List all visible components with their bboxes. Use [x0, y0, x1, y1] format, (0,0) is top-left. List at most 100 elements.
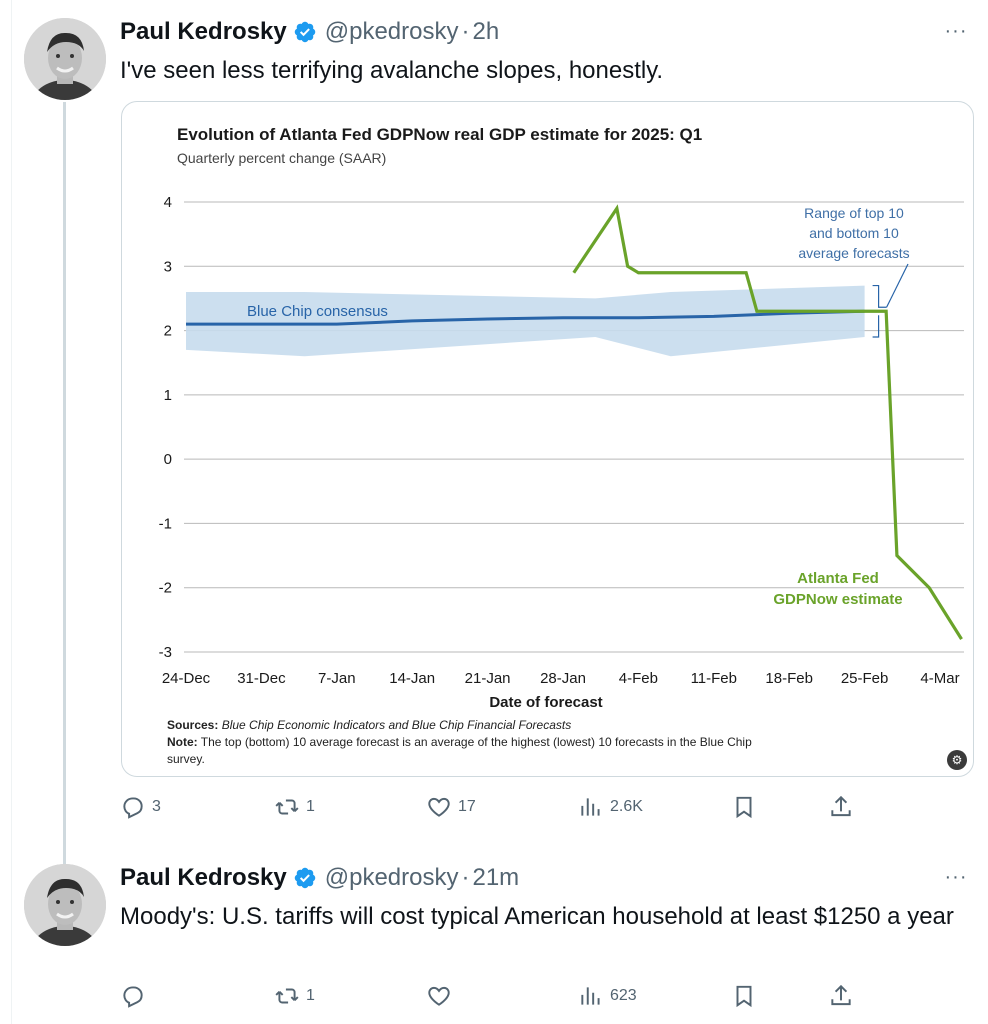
author-handle[interactable]: @pkedrosky [324, 864, 459, 891]
author-name[interactable]: Paul Kedrosky [120, 18, 287, 45]
avatar[interactable] [24, 18, 106, 100]
thread-line [63, 102, 66, 864]
share-button[interactable] [828, 980, 854, 1012]
tweet-header: Paul Kedrosky @pkedrosky · 2h [120, 16, 499, 48]
avatar-image [24, 18, 106, 100]
y-tick-label: 2 [164, 323, 172, 340]
y-tick-label: 4 [164, 194, 172, 211]
heart-icon [426, 794, 452, 820]
tweet-header: Paul Kedrosky @pkedrosky · 21m [120, 862, 519, 894]
x-tick-label: 25-Feb [841, 670, 889, 687]
share-icon [828, 794, 854, 820]
reply-icon [120, 983, 146, 1009]
forecast-range-band [186, 285, 865, 357]
y-tick-label: -2 [159, 580, 172, 597]
tweet-text: Moody's: U.S. tariffs will cost typical … [120, 903, 954, 930]
x-tick-label: 14-Jan [389, 670, 435, 687]
author-name[interactable]: Paul Kedrosky [120, 864, 287, 891]
like-count: 17 [458, 798, 476, 815]
heart-icon [426, 983, 452, 1009]
gdpnow-line [572, 204, 963, 640]
x-tick-label: 4-Mar [920, 670, 959, 687]
tweet-text: I've seen less terrifying avalanche slop… [120, 57, 664, 84]
views-count: 2.6K [610, 798, 643, 815]
y-tick-label: -1 [159, 515, 172, 532]
sources-text: Blue Chip Economic Indicators and Blue C… [222, 718, 572, 732]
timestamp[interactable]: 2h [472, 18, 500, 45]
chart-note: Note: The top (bottom) 10 average foreca… [167, 735, 752, 749]
range-bracket [872, 284, 887, 338]
range-label: average forecasts [798, 245, 909, 261]
reply-button[interactable] [120, 980, 152, 1012]
y-tick-label: 0 [164, 451, 172, 468]
views-count: 623 [610, 987, 637, 1004]
reply-icon [120, 794, 146, 820]
like-button[interactable] [426, 980, 458, 1012]
retweet-count: 1 [306, 987, 315, 1004]
views-icon [578, 794, 604, 820]
x-tick-label: 18-Feb [765, 670, 813, 687]
bookmark-icon [731, 983, 757, 1009]
chart-note-line2: survey. [167, 752, 205, 766]
retweet-icon [274, 983, 300, 1009]
thread-line [63, 846, 66, 864]
views-button[interactable]: 623 [578, 980, 637, 1012]
tweet-actions: 1 623 [120, 980, 860, 1012]
reply-count: 3 [152, 798, 161, 815]
chart: Evolution of Atlanta Fed GDPNow real GDP… [159, 125, 964, 766]
range-label: Range of top 10 [804, 205, 904, 221]
range-label: and bottom 10 [809, 225, 899, 241]
retweet-icon [274, 794, 300, 820]
y-tick-label: 1 [164, 387, 172, 404]
range-leader-line [886, 263, 909, 308]
timestamp[interactable]: 21m [472, 864, 520, 891]
gdpnow-label: Atlanta Fed [797, 570, 879, 587]
tweet[interactable]: Paul Kedrosky @pkedrosky · 21m ··· Moody… [0, 846, 988, 1024]
note-text: The top (bottom) 10 average forecast is … [201, 735, 752, 749]
x-tick-label: 28-Jan [540, 670, 586, 687]
chart-subtitle: Quarterly percent change (SAAR) [177, 150, 386, 166]
separator-dot: · [461, 18, 470, 45]
chart-title: Evolution of Atlanta Fed GDPNow real GDP… [177, 125, 702, 144]
bookmark-icon [731, 794, 757, 820]
chart-lines [186, 204, 963, 640]
views-button[interactable]: 2.6K [578, 791, 643, 823]
reply-button[interactable]: 3 [120, 791, 161, 823]
verified-badge-icon [293, 866, 317, 890]
avatar[interactable] [24, 864, 106, 946]
consensus-line [186, 309, 865, 326]
author-handle[interactable]: @pkedrosky [324, 18, 459, 45]
more-icon[interactable]: ··· [944, 866, 968, 888]
x-tick-label: 4-Feb [619, 670, 658, 687]
note-label: Note: [167, 735, 198, 749]
bookmark-button[interactable] [731, 980, 757, 1012]
x-axis-label: Date of forecast [489, 694, 602, 711]
timeline-border [11, 0, 12, 1024]
range-band-area [186, 285, 865, 357]
x-tick-label: 21-Jan [465, 670, 511, 687]
retweet-button[interactable]: 1 [274, 980, 315, 1012]
tweet[interactable]: Paul Kedrosky @pkedrosky · 2h ··· I've s… [0, 0, 988, 864]
separator-dot: · [461, 864, 470, 891]
chart-sources: Sources: Blue Chip Economic Indicators a… [167, 718, 571, 732]
x-tick-label: 11-Feb [691, 670, 737, 687]
more-icon[interactable]: ··· [944, 20, 968, 42]
x-axis-ticks: 24-Dec 31-Dec 7-Jan 14-Jan 21-Jan 28-Jan 4-Feb… [162, 670, 960, 687]
bookmark-button[interactable] [731, 791, 757, 823]
retweet-button[interactable]: 1 [274, 791, 315, 823]
like-button[interactable]: 17 [426, 791, 476, 823]
chart-annotations: Blue Chip consensus Range of top 10 and bo… [247, 205, 910, 608]
x-tick-label: 31-Dec [237, 670, 286, 687]
verified-badge-icon [293, 20, 317, 44]
x-tick-label: 24-Dec [162, 670, 211, 687]
avatar-image [24, 864, 106, 946]
share-button[interactable] [828, 791, 854, 823]
y-tick-label: 3 [164, 258, 172, 275]
share-icon [828, 983, 854, 1009]
views-icon [578, 983, 604, 1009]
retweet-count: 1 [306, 798, 315, 815]
tweet-actions: 3 1 17 2.6K [120, 791, 860, 823]
tweet-media[interactable]: Evolution of Atlanta Fed GDPNow real GDP… [121, 101, 974, 777]
media-options-icon[interactable]: ⚙ [947, 750, 967, 770]
y-axis-ticks: 4 3 2 1 0 -1 -2 -3 [159, 194, 172, 661]
